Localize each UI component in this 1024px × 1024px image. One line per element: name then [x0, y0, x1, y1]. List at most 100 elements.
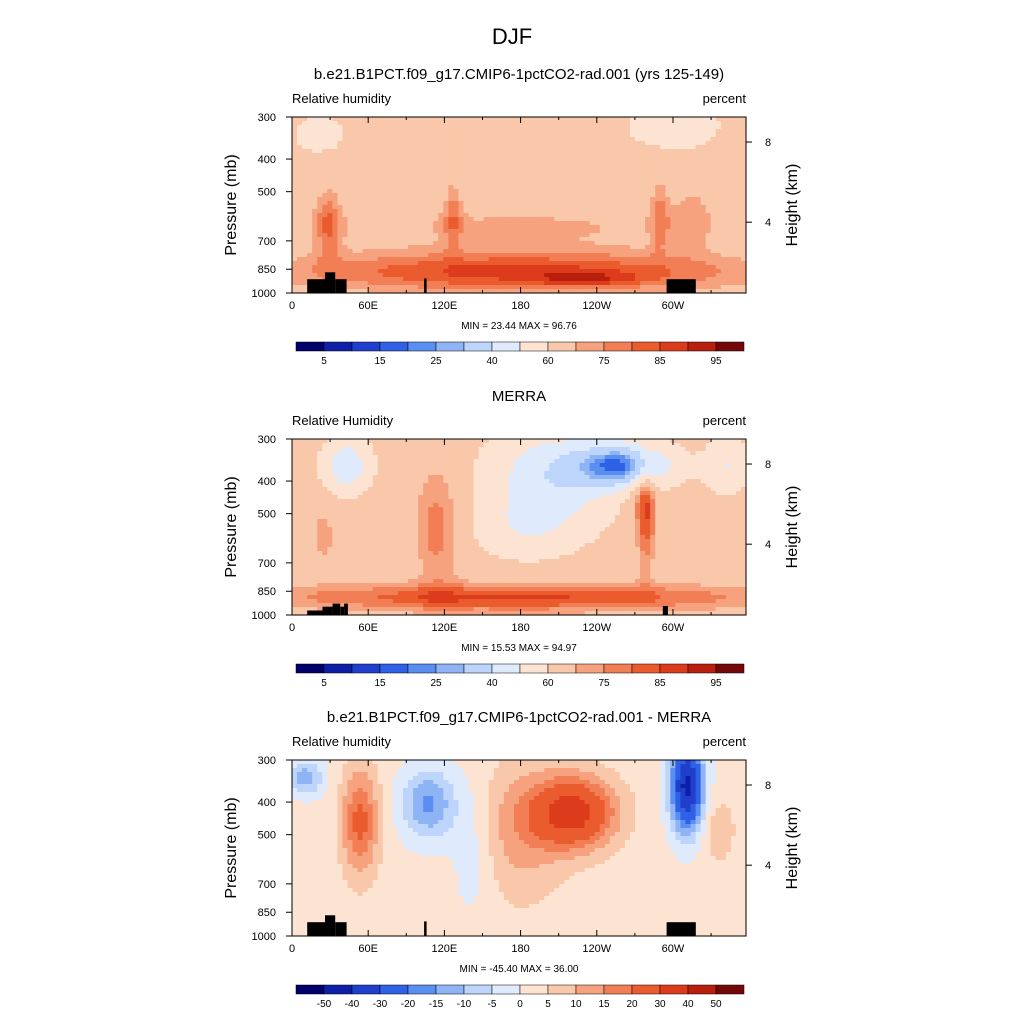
heatmap-cell	[584, 213, 591, 218]
heatmap-cell	[513, 133, 520, 138]
heatmap-cell	[645, 205, 651, 210]
heatmap-cell	[377, 153, 384, 158]
heatmap-cell	[640, 459, 646, 464]
heatmap-cell	[387, 277, 394, 282]
heatmap-cell	[569, 237, 576, 242]
heatmap-cell	[594, 245, 601, 250]
heatmap-cell	[695, 269, 702, 274]
heatmap-cell	[292, 169, 298, 174]
heatmap-cell	[428, 277, 434, 282]
heatmap-cell	[372, 213, 379, 218]
heatmap-cell	[352, 217, 359, 222]
heatmap-cell	[715, 205, 722, 210]
heatmap-cell	[594, 181, 601, 186]
heatmap-cell	[534, 471, 540, 476]
heatmap-cell	[579, 285, 586, 290]
heatmap-cell	[650, 141, 656, 146]
heatmap-cell	[569, 197, 576, 202]
heatmap-cell	[372, 479, 379, 484]
heatmap-cell	[685, 149, 692, 154]
heatmap-cell	[453, 145, 460, 150]
heatmap-cell	[337, 161, 344, 166]
heatmap-cell	[645, 467, 651, 472]
heatmap-cell	[342, 451, 349, 456]
heatmap-cell	[635, 257, 641, 262]
heatmap-cell	[579, 117, 586, 122]
heatmap-cell	[715, 153, 722, 158]
heatmap-cell	[680, 197, 687, 202]
heatmap-cell	[564, 241, 571, 246]
heatmap-cell	[670, 169, 676, 174]
heatmap-cell	[433, 459, 439, 464]
heatmap-cell	[382, 229, 389, 234]
heatmap-cell	[503, 257, 510, 262]
heatmap-cell	[680, 273, 687, 278]
heatmap-cell	[614, 241, 621, 246]
heatmap-cell	[493, 189, 500, 194]
heatmap-cell	[604, 229, 611, 234]
heatmap-cell	[352, 129, 359, 134]
heatmap-cell	[302, 443, 308, 448]
heatmap-cell	[735, 241, 742, 246]
heatmap-cell	[629, 289, 636, 294]
heatmap-cell	[392, 269, 399, 274]
heatmap-cell	[594, 257, 601, 262]
heatmap-cell	[715, 439, 722, 444]
heatmap-cell	[513, 463, 520, 468]
heatmap-cell	[650, 281, 656, 286]
heatmap-cell	[423, 447, 429, 452]
heatmap-cell	[715, 455, 722, 460]
heatmap-cell	[650, 233, 656, 238]
heatmap-cell	[730, 443, 737, 448]
heatmap-cell	[665, 261, 671, 266]
heatmap-cell	[443, 153, 449, 158]
heatmap-cell	[307, 471, 313, 476]
heatmap-cell	[569, 281, 576, 286]
heatmap-cell	[347, 451, 354, 456]
heatmap-cell	[675, 201, 682, 206]
heatmap-cell	[554, 463, 560, 468]
heatmap-cell	[458, 161, 465, 166]
heatmap-cell	[705, 213, 712, 218]
heatmap-cell	[392, 201, 399, 206]
heatmap-cell	[519, 145, 525, 150]
heatmap-cell	[488, 455, 495, 460]
heatmap-cell	[720, 193, 727, 198]
heatmap-cell	[488, 443, 495, 448]
heatmap-cell	[503, 273, 510, 278]
heatmap-cell	[327, 153, 333, 158]
heatmap-cell	[473, 149, 480, 154]
heatmap-cell	[372, 161, 379, 166]
heatmap-cell	[594, 443, 601, 448]
heatmap-cell	[413, 181, 419, 186]
heatmap-cell	[554, 221, 560, 226]
heatmap-cell	[493, 209, 500, 214]
heatmap-cell	[483, 229, 490, 234]
heatmap-cell	[508, 277, 515, 282]
heatmap-cell	[453, 169, 460, 174]
heatmap-cell	[367, 181, 374, 186]
heatmap-cell	[604, 149, 611, 154]
heatmap-cell	[660, 161, 666, 166]
heatmap-cell	[377, 463, 384, 468]
heatmap-cell	[614, 201, 621, 206]
heatmap-cell	[423, 205, 429, 210]
heatmap-cell	[387, 269, 394, 274]
heatmap-cell	[367, 129, 374, 134]
heatmap-cell	[483, 277, 490, 282]
heatmap-cell	[367, 257, 374, 262]
heatmap-cell	[322, 213, 328, 218]
heatmap-cell	[307, 185, 313, 190]
heatmap-cell	[423, 479, 429, 484]
heatmap-cell	[710, 229, 717, 234]
heatmap-cell	[377, 141, 384, 146]
heatmap-cell	[685, 117, 692, 122]
heatmap-cell	[433, 443, 439, 448]
heatmap-cell	[392, 165, 399, 170]
heatmap-cell	[584, 125, 591, 130]
heatmap-cell	[352, 165, 359, 170]
heatmap-cell	[635, 455, 641, 460]
heatmap-cell	[408, 463, 414, 468]
heatmap-cell	[720, 253, 727, 258]
heatmap-cell	[740, 221, 747, 226]
